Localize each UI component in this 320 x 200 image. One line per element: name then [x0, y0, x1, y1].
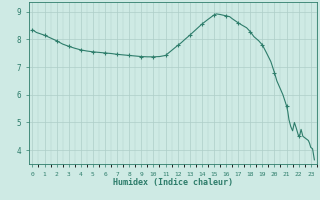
X-axis label: Humidex (Indice chaleur): Humidex (Indice chaleur) [113, 178, 233, 187]
